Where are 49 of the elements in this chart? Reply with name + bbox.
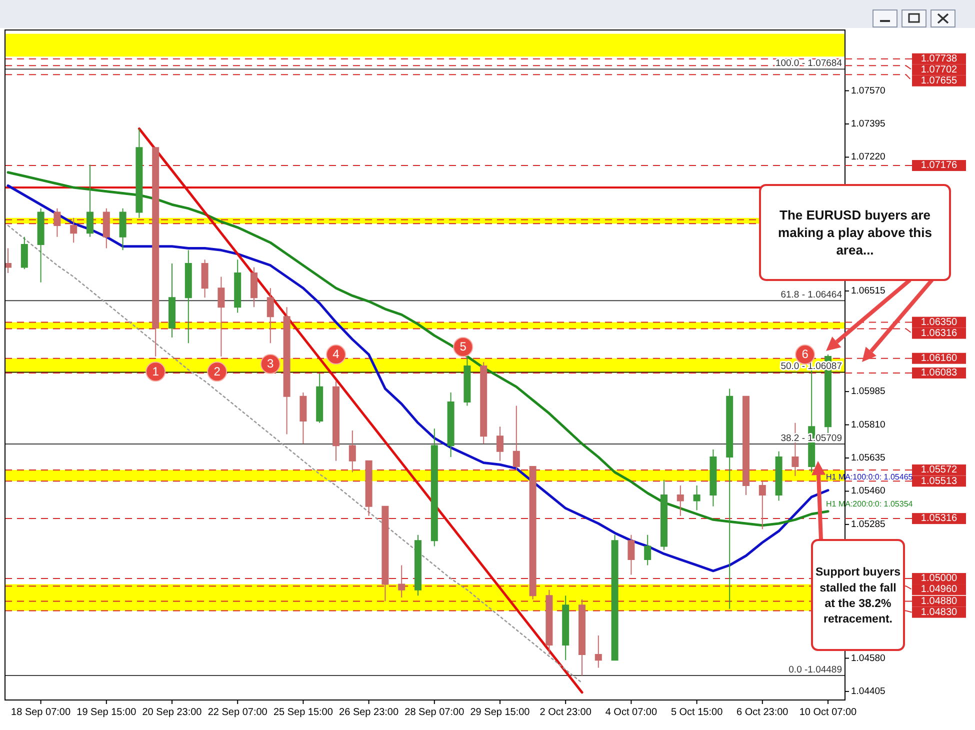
ref-line-label: 1.07738 xyxy=(920,53,958,64)
x-tick-label: 20 Sep 23:00 xyxy=(142,707,202,718)
annotation: 0.0 -1.04489 xyxy=(788,664,842,676)
annotation: 2 xyxy=(214,364,221,378)
x-tick-label: 25 Sep 15:00 xyxy=(273,707,334,718)
x-tick-label: 10 Oct 07:00 xyxy=(799,707,858,718)
annotation: Support buyers stalled the fall at the 38.2% retracement. xyxy=(816,566,900,626)
annotation: 1 xyxy=(152,364,160,378)
annotation: 4 xyxy=(332,347,340,362)
x-tick-label: 29 Sep 15:00 xyxy=(470,707,530,718)
ref-line-label: 1.07702 xyxy=(920,64,958,76)
annotation: The EURUSD buyers are making a play above this area... xyxy=(778,208,932,258)
ref-line-label: 1.07176 xyxy=(920,160,958,172)
x-tick-label: 19 Sep 15:00 xyxy=(76,707,137,718)
y-tick-label: 1.06515 xyxy=(851,285,886,296)
ref-line-label: 1.04960 xyxy=(920,584,958,596)
ref-line-label: 1.05316 xyxy=(920,513,958,524)
y-tick-label: 1.07395 xyxy=(851,118,886,130)
ref-line-label: 1.06316 xyxy=(920,328,958,339)
x-tick-label: 18 Sep 07:00 xyxy=(11,707,71,718)
ref-line-label: 1.05572 xyxy=(920,464,958,476)
y-tick-label: 1.07220 xyxy=(851,152,886,163)
x-tick-label: 6 Oct 23:00 xyxy=(736,707,789,718)
ref-line-label: 1.07655 xyxy=(920,75,958,86)
ref-line-label: 1.06350 xyxy=(920,316,958,328)
annotation: 5 xyxy=(460,340,467,354)
y-tick-label: 1.04405 xyxy=(851,686,886,697)
y-tick-label: 1.05985 xyxy=(851,386,886,398)
ref-line-label: 1.06083 xyxy=(920,368,958,379)
y-tick-label: 1.05460 xyxy=(851,486,886,497)
x-tick-label: 28 Sep 07:00 xyxy=(404,707,465,718)
y-tick-label: 1.05635 xyxy=(851,452,886,464)
y-tick-label: 1.05285 xyxy=(851,518,886,530)
x-tick-label: 26 Sep 23:00 xyxy=(339,707,399,718)
x-tick-label: 5 Oct 15:00 xyxy=(670,707,724,718)
ref-line-label: 1.06160 xyxy=(920,353,958,364)
annotation: 6 xyxy=(802,347,809,362)
x-tick-label: 2 Oct 23:00 xyxy=(540,707,592,718)
x-tick-label: 4 Oct 07:00 xyxy=(605,707,658,718)
ref-line-label: 1.05000 xyxy=(920,573,958,584)
y-tick-label: 1.05810 xyxy=(851,419,886,430)
ref-line-label: 1.04830 xyxy=(920,606,958,618)
y-tick-label: 1.04580 xyxy=(851,652,886,664)
x-tick-label: 22 Sep 07:00 xyxy=(208,707,268,718)
ref-line-label: 1.05513 xyxy=(920,476,958,487)
annotation: 3 xyxy=(267,356,274,371)
ref-line-label: 1.04880 xyxy=(920,596,958,607)
annotation: 61.8 - 1.06464 xyxy=(780,290,842,301)
y-tick-label: 1.07570 xyxy=(851,85,886,96)
